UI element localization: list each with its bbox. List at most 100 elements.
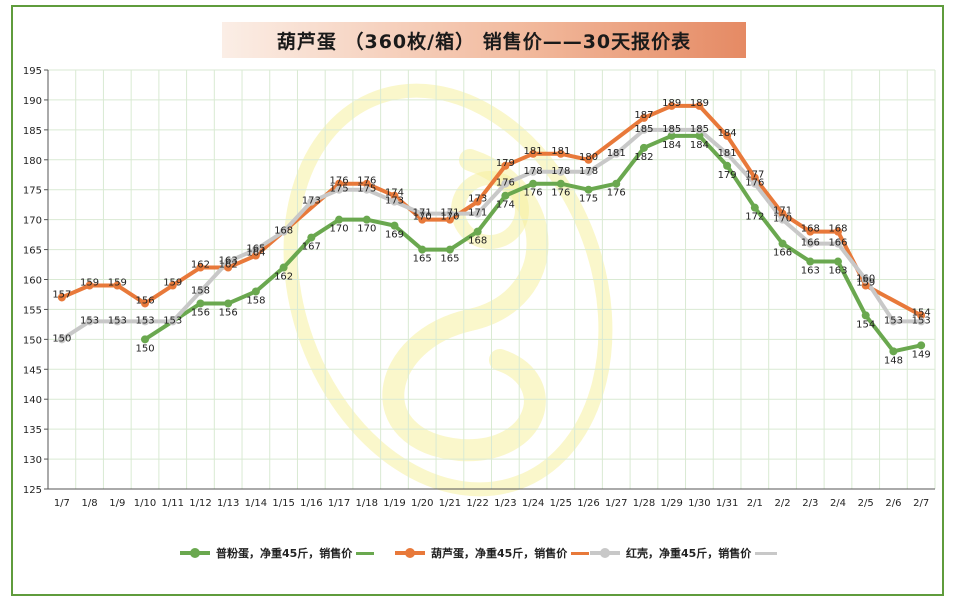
- series-point: [806, 239, 815, 248]
- series-point: [667, 125, 676, 134]
- data-label: 176: [330, 176, 349, 187]
- series-point: [861, 275, 870, 284]
- data-label: 185: [634, 124, 653, 135]
- legend-swatch: [180, 548, 210, 558]
- x-tick-label: 1/11: [162, 498, 184, 509]
- data-label: 160: [856, 274, 875, 285]
- y-tick-label: 195: [23, 66, 42, 77]
- data-label: 163: [801, 266, 820, 277]
- x-tick-label: 1/13: [217, 498, 239, 509]
- series-line-segment: [586, 181, 619, 192]
- series-point: [113, 317, 122, 326]
- data-label: 150: [135, 343, 154, 354]
- legend-item: 红壳，净重45斤，销售价: [590, 542, 778, 564]
- series-point: [168, 317, 177, 326]
- series-line-segment: [392, 199, 425, 216]
- data-label: 178: [524, 166, 543, 177]
- legend-label: 红壳，净重45斤，销售价: [626, 547, 752, 560]
- data-label: 159: [163, 277, 182, 288]
- series-line-segment: [170, 289, 203, 324]
- data-label: 176: [496, 178, 515, 189]
- x-tick-label: 2/6: [885, 498, 901, 509]
- series-point: [113, 281, 122, 290]
- series-point: [196, 287, 205, 296]
- data-label: 166: [828, 238, 847, 249]
- x-tick-label: 1/15: [272, 498, 294, 509]
- watermark-shape: [382, 149, 549, 462]
- series-line-segment: [780, 217, 813, 246]
- series-line-segment: [475, 193, 508, 234]
- series-point: [695, 131, 704, 140]
- data-label: 164: [246, 248, 265, 259]
- series-point: [584, 155, 593, 164]
- series-line-segment: [558, 181, 591, 192]
- series-point: [584, 185, 593, 194]
- series-line-segment: [59, 283, 92, 300]
- data-label: 184: [662, 140, 681, 151]
- y-tick-label: 190: [23, 96, 42, 107]
- series-line-segment: [503, 151, 536, 168]
- series-line-segment: [364, 187, 397, 204]
- series-point: [861, 311, 870, 320]
- series-line-segment: [447, 199, 480, 222]
- series-point: [307, 197, 316, 206]
- series-line-segment: [697, 103, 730, 138]
- data-label: 173: [385, 196, 404, 207]
- x-tick-label: 1/7: [54, 498, 70, 509]
- series-point: [85, 281, 94, 290]
- series-line-segment: [891, 343, 924, 354]
- series-point: [917, 341, 926, 350]
- data-label: 171: [440, 208, 459, 219]
- series-line-segment: [253, 265, 286, 294]
- legend-marker: [405, 548, 415, 558]
- data-label: 170: [440, 212, 459, 223]
- data-label: 176: [607, 188, 626, 199]
- data-label: 178: [551, 166, 570, 177]
- series-point: [556, 179, 565, 188]
- x-tick-label: 1/23: [494, 498, 516, 509]
- series-point: [141, 317, 150, 326]
- series-point: [141, 299, 150, 308]
- data-label: 153: [135, 315, 154, 326]
- data-label: 184: [718, 128, 737, 139]
- data-label: 163: [219, 256, 238, 267]
- x-tick-label: 2/5: [858, 498, 874, 509]
- y-tick-label: 125: [23, 485, 42, 496]
- series-line-segment: [558, 151, 591, 162]
- series-point: [639, 113, 648, 122]
- y-tick-label: 185: [23, 126, 42, 137]
- series-point: [723, 131, 732, 140]
- series-point: [917, 317, 926, 326]
- series-point: [723, 161, 732, 170]
- data-label: 159: [108, 277, 127, 288]
- series-line-segment: [614, 127, 646, 156]
- data-label: 153: [108, 315, 127, 326]
- y-tick-label: 160: [23, 276, 42, 287]
- data-label: 154: [856, 319, 875, 330]
- legend-marker: [190, 548, 200, 558]
- series-point: [279, 227, 288, 236]
- series-point: [418, 245, 427, 254]
- series-line-segment: [586, 151, 619, 174]
- series-line-segment: [780, 241, 813, 264]
- legend-swatch-tail: [571, 551, 590, 555]
- legend-swatch: [590, 548, 620, 558]
- watermark-shape: [451, 171, 529, 249]
- series-point: [251, 287, 260, 296]
- series-point: [362, 179, 371, 188]
- series-point: [390, 221, 399, 230]
- data-label: 156: [219, 307, 238, 318]
- series-point: [750, 179, 759, 188]
- series-point: [224, 263, 233, 272]
- y-tick-label: 130: [23, 455, 42, 466]
- series-point: [667, 131, 676, 140]
- series-line-segment: [697, 133, 730, 168]
- series-point: [57, 335, 66, 344]
- series-point: [335, 179, 344, 188]
- series-line-segment: [309, 187, 342, 204]
- series-point: [612, 179, 621, 188]
- data-label: 162: [274, 272, 293, 283]
- data-label: 149: [912, 349, 931, 360]
- y-tick-label: 140: [23, 395, 42, 406]
